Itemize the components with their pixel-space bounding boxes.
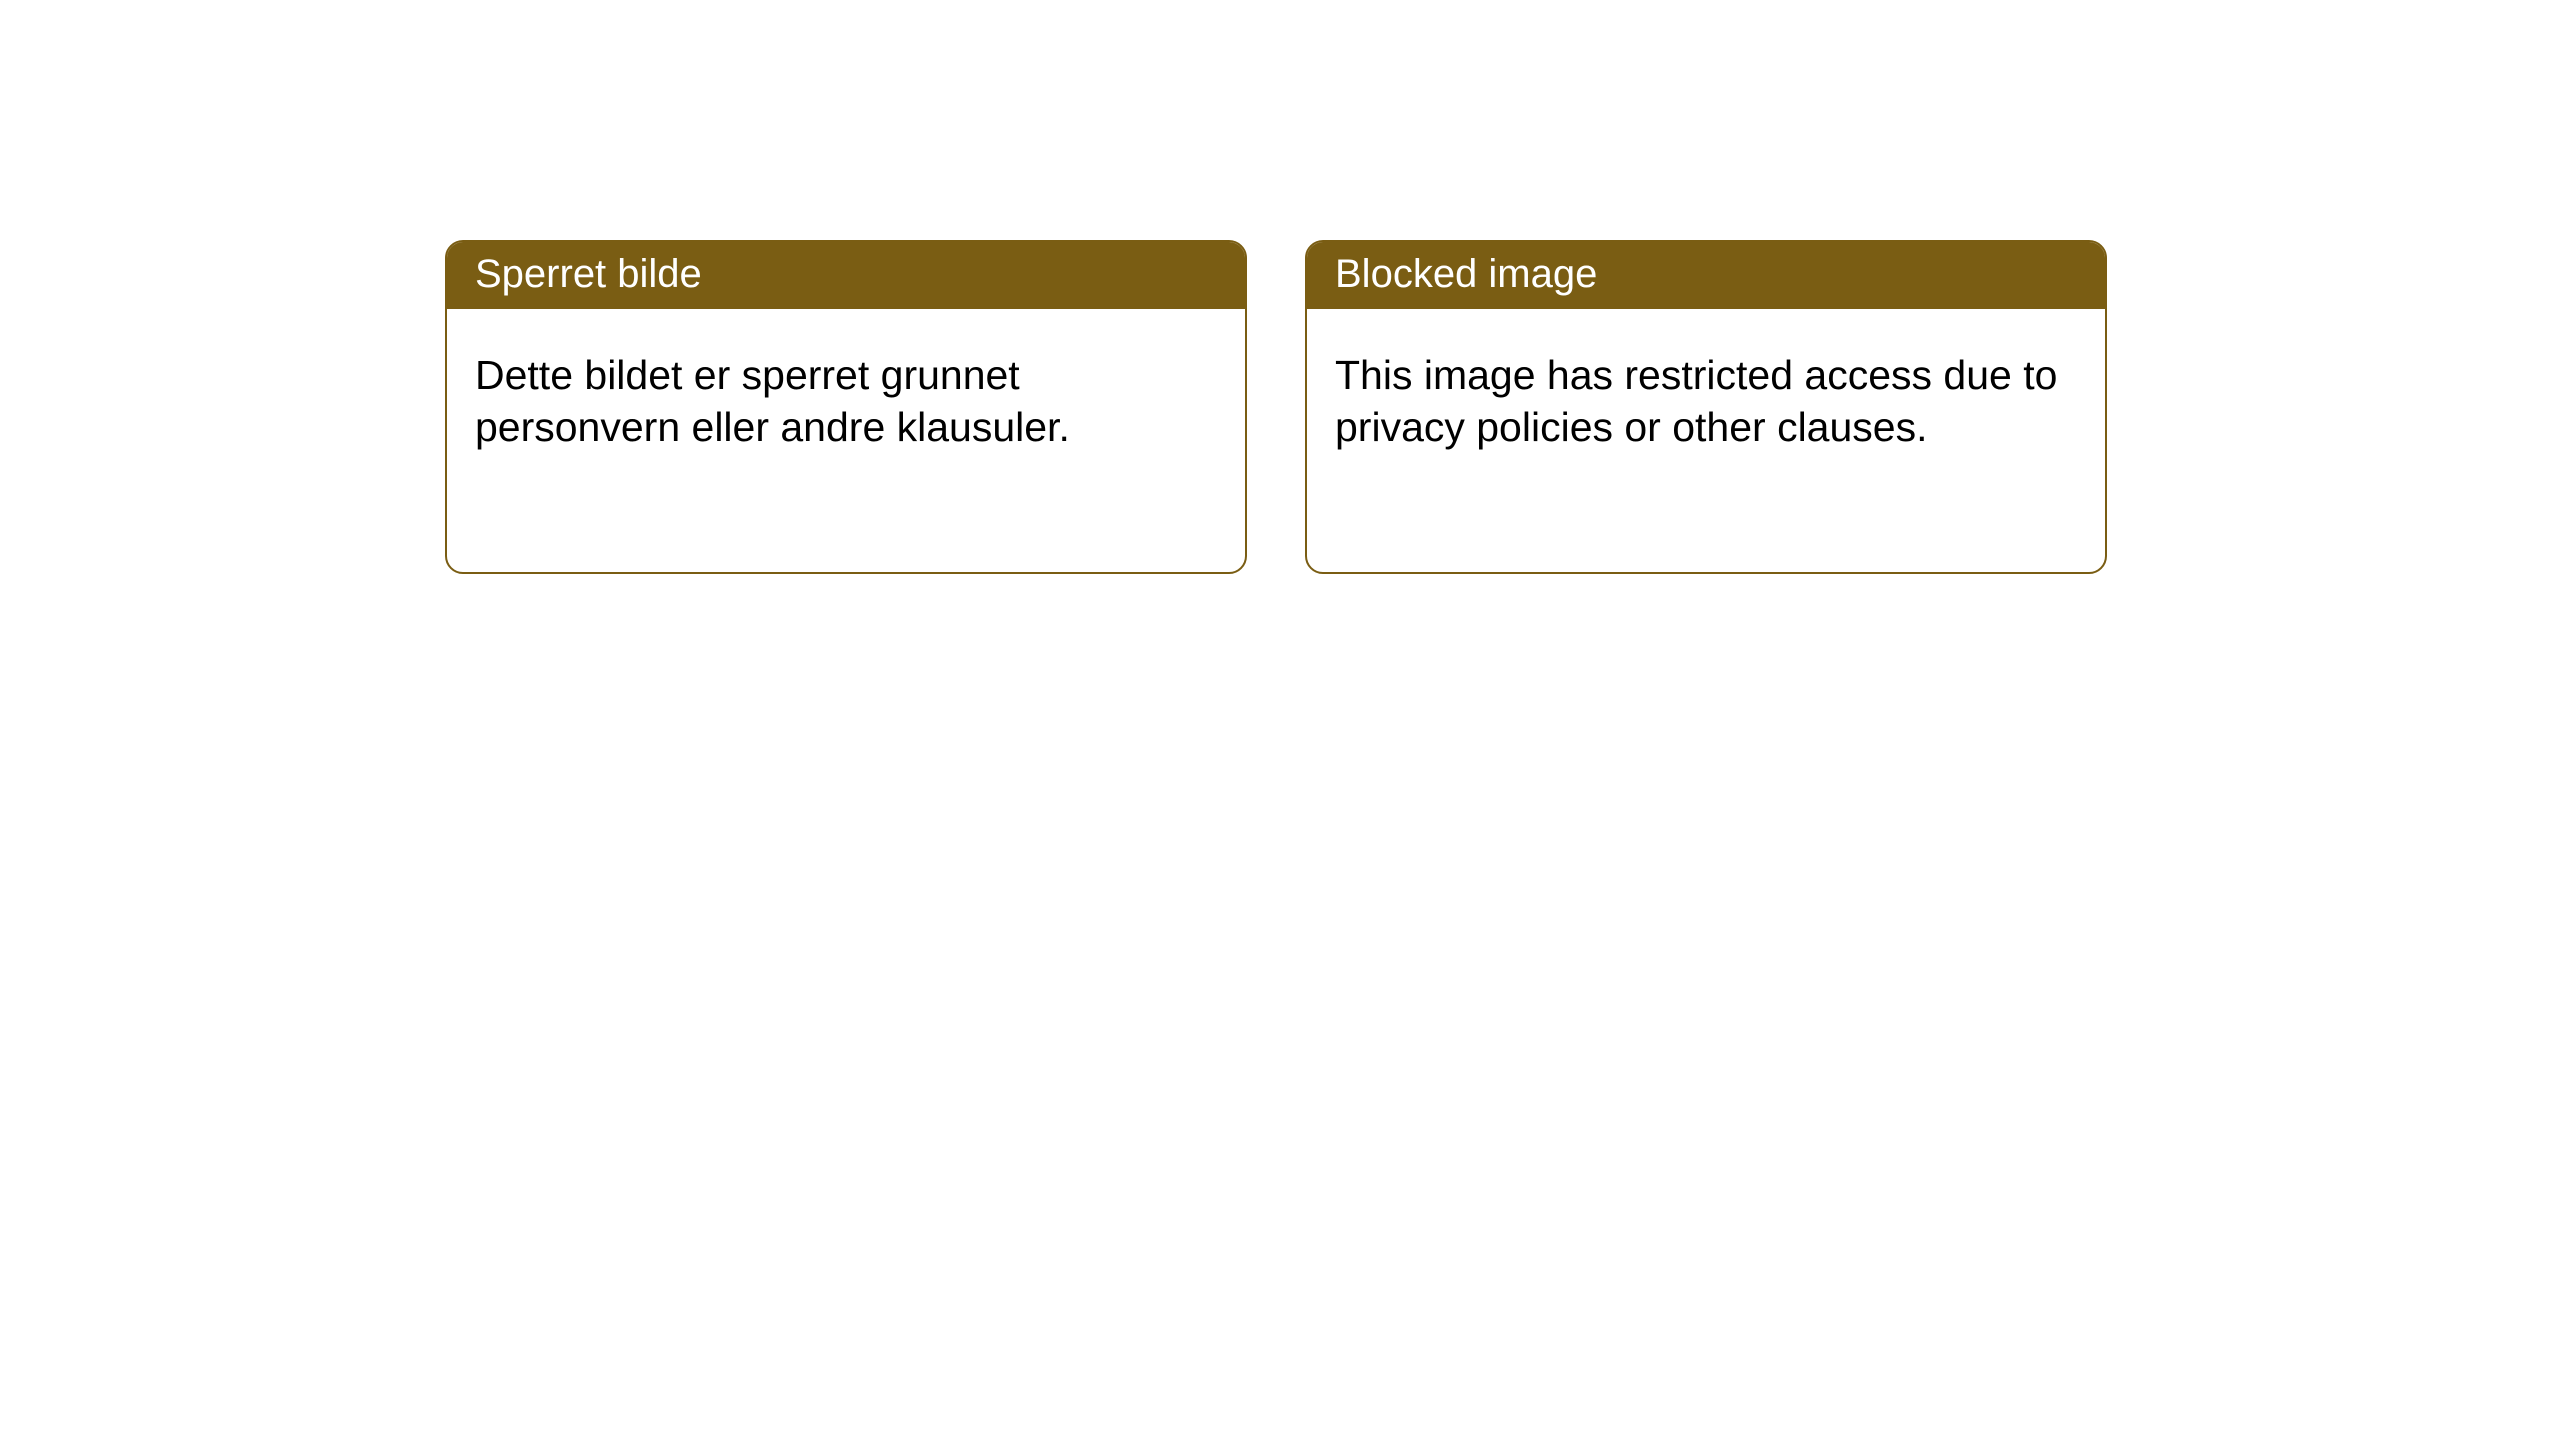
card-body-text: This image has restricted access due to …	[1307, 309, 2105, 493]
blocked-image-card-english: Blocked image This image has restricted …	[1305, 240, 2107, 574]
card-title: Sperret bilde	[447, 242, 1245, 309]
notice-cards-row: Sperret bilde Dette bildet er sperret gr…	[445, 240, 2560, 574]
card-title: Blocked image	[1307, 242, 2105, 309]
card-body-text: Dette bildet er sperret grunnet personve…	[447, 309, 1245, 493]
blocked-image-card-norwegian: Sperret bilde Dette bildet er sperret gr…	[445, 240, 1247, 574]
